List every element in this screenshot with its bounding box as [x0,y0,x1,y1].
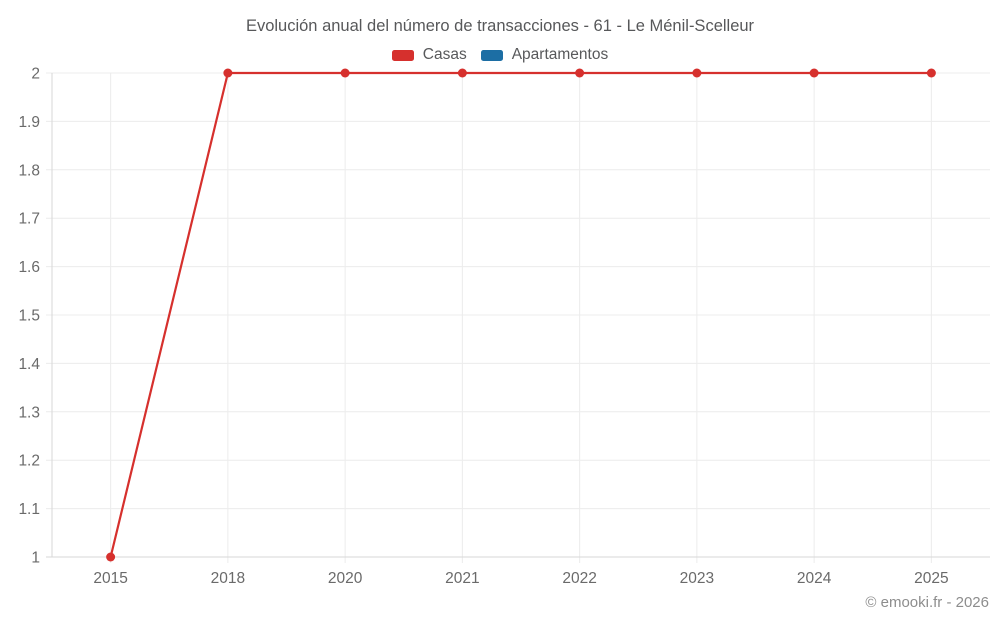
apartamentos-swatch-icon [480,49,503,61]
y-tick-label: 1.8 [18,162,40,179]
x-tick-label: 2022 [562,570,596,587]
data-point-casas [809,68,819,78]
casas-swatch-icon [391,49,414,61]
legend-label-apartamentos: Apartamentos [511,46,609,63]
data-point-casas [575,68,585,78]
x-tick-label: 2024 [797,570,832,587]
y-tick-label: 1.2 [18,453,40,470]
chart-title: Evolución anual del número de transaccio… [245,17,755,35]
x-tick-label: 2015 [93,570,127,587]
x-tick-label: 2023 [680,570,714,587]
legend-label-casas: Casas [422,46,467,63]
x-tick-label: 2025 [914,570,948,587]
data-point-casas [340,68,350,78]
x-tick-label: 2021 [445,570,479,587]
data-point-casas [926,68,936,78]
y-tick-label: 2 [31,66,40,83]
chart-legend: Casas Apartamentos [0,46,1000,64]
y-tick-label: 1.7 [18,211,40,228]
x-tick-label: 2018 [211,570,245,587]
y-tick-label: 1.6 [18,259,40,276]
y-tick-label: 1 [31,550,40,567]
y-tick-label: 1.1 [18,501,40,518]
legend-item-casas[interactable]: Casas [391,46,467,64]
series-line-casas [109,71,932,558]
copyright-footer: © emooki.fr - 2026 [865,594,989,611]
y-tick-label: 1.3 [18,404,40,421]
data-point-casas [223,68,233,78]
y-tick-label: 1.9 [18,114,40,131]
data-point-casas [457,68,467,78]
y-tick-label: 1.5 [18,308,40,325]
legend-item-apartamentos[interactable]: Apartamentos [480,46,609,64]
x-tick-label: 2020 [328,570,363,587]
data-point-casas [692,68,702,78]
y-tick-label: 1.4 [18,356,40,373]
data-point-casas [106,552,116,562]
